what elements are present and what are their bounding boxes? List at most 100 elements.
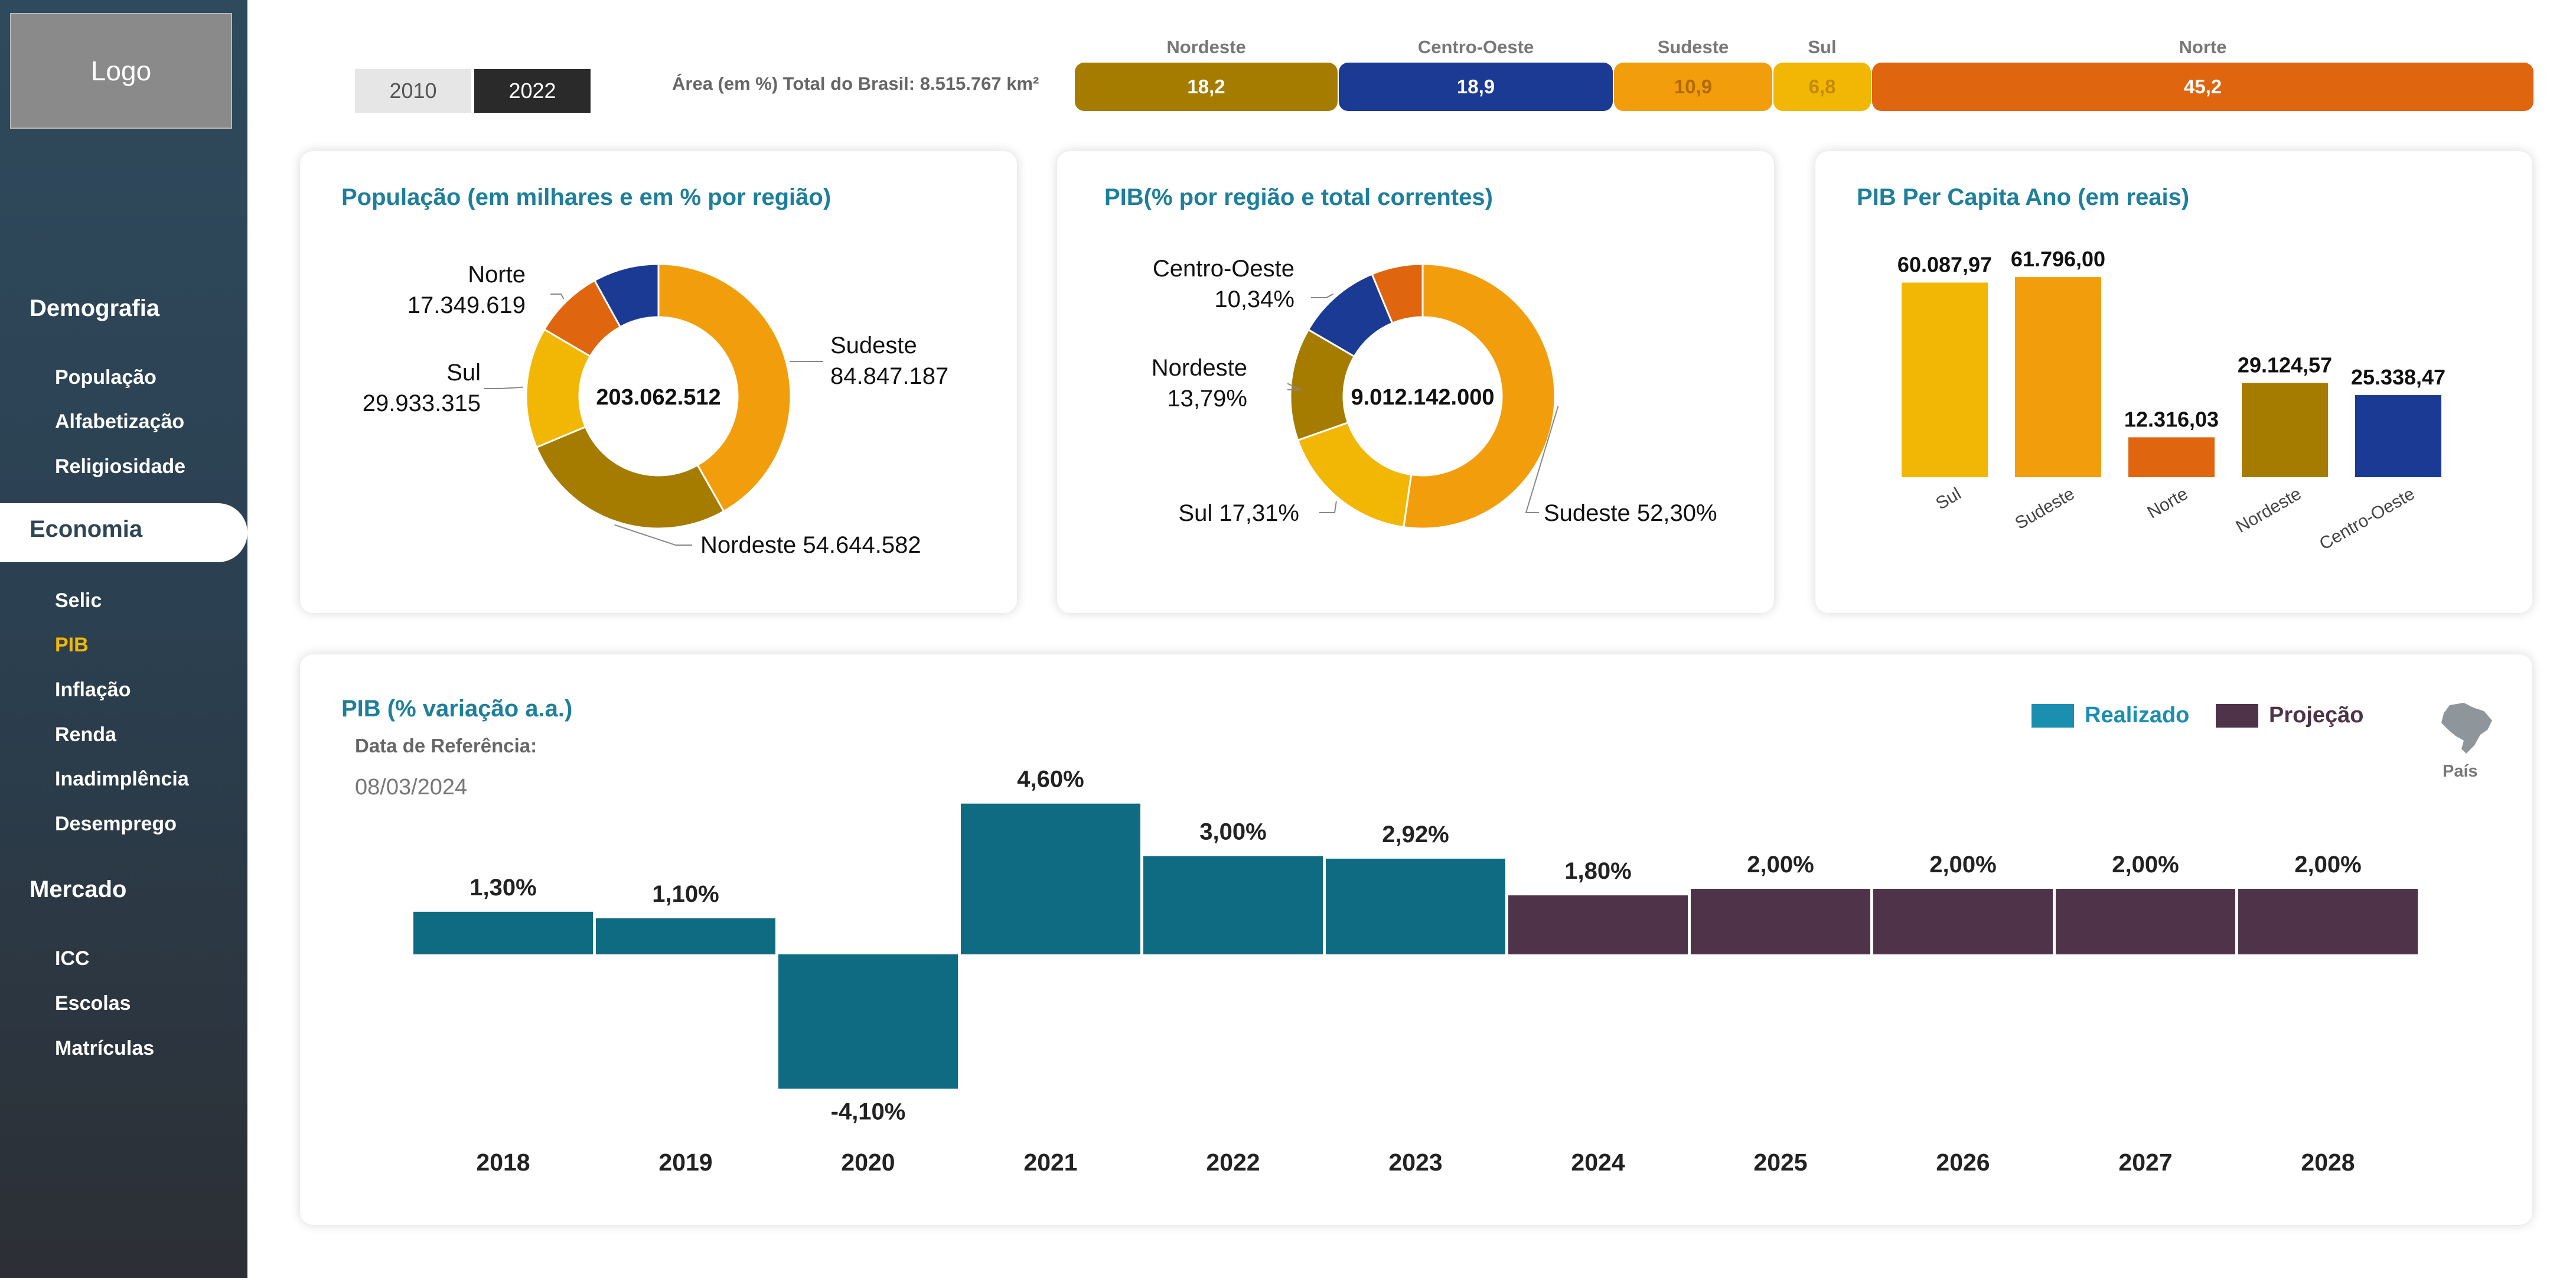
bar-value-label: 2,00% xyxy=(1929,852,1996,878)
bar-2022[interactable] xyxy=(1143,856,1323,955)
bar-2024[interactable] xyxy=(1508,895,1688,954)
bar-value-label: 12.316,03 xyxy=(2124,407,2219,431)
bar-value-label: 2,00% xyxy=(2112,852,2179,878)
donut-slice-sudeste[interactable] xyxy=(657,263,792,513)
sidebar-item-matriculas[interactable]: Matrículas xyxy=(55,1037,155,1059)
bar-2018[interactable] xyxy=(413,911,593,954)
donut-label: Nordeste xyxy=(1152,355,1247,381)
bar-nordeste[interactable] xyxy=(2242,383,2328,477)
donut-center-label: 9.012.142.000 xyxy=(1351,385,1494,410)
donut-slice-nordeste[interactable] xyxy=(535,425,725,530)
donut-slice-sul[interactable] xyxy=(1296,421,1413,529)
bar-value-label: 1,30% xyxy=(469,875,536,901)
donut-center-label: 203.062.512 xyxy=(596,385,720,410)
bar-category-label: Nordeste xyxy=(2233,484,2305,536)
card-title: População (em milhares e em % por região… xyxy=(341,184,832,210)
leader-line xyxy=(1311,293,1334,298)
bar-value-label: 1,80% xyxy=(1564,858,1631,884)
bar-sul[interactable] xyxy=(1902,282,1988,477)
sidebar-item-inflacao[interactable]: Inflação xyxy=(55,679,131,701)
sidebar-item-escolas[interactable]: Escolas xyxy=(55,992,131,1015)
brazil-map-icon[interactable] xyxy=(2438,699,2495,756)
bar-2026[interactable] xyxy=(1873,889,2053,954)
bar-value-label: 2,00% xyxy=(2294,852,2361,878)
x-tick-label: 2026 xyxy=(1936,1149,1990,1176)
area-segment-nordeste: 18,2 xyxy=(1075,63,1338,111)
x-tick-label: 2023 xyxy=(1388,1149,1442,1176)
bar-value-label: 2,92% xyxy=(1382,821,1449,847)
card-title: PIB(% por região e total correntes) xyxy=(1104,184,1493,210)
legend-swatch-realizado xyxy=(2032,704,2074,728)
donut-label: Nordeste 54.644.582 xyxy=(700,532,921,558)
bar-norte[interactable] xyxy=(2128,437,2215,477)
legend-label-realizado[interactable]: Realizado xyxy=(2085,703,2190,728)
bar-2021[interactable] xyxy=(961,803,1140,954)
area-region-name: Centro-Oeste xyxy=(1417,37,1534,57)
sidebar-item-inadimplencia[interactable]: Inadimplência xyxy=(55,768,189,790)
card-populacao: População (em milhares e em % por região… xyxy=(300,151,1017,613)
bar-2025[interactable] xyxy=(1691,889,1870,954)
bar-2020[interactable] xyxy=(778,954,958,1089)
bar-value-label: 61.796,00 xyxy=(2011,247,2105,271)
year-button-2022[interactable]: 2022 xyxy=(474,69,591,113)
x-tick-label: 2024 xyxy=(1571,1149,1625,1176)
pib-regiao-donut-chart: Sudeste 52,30% Sul 17,31% Nordeste 13,79% Ce… xyxy=(1152,256,1717,530)
bar-sudeste[interactable] xyxy=(2015,277,2101,477)
leader-line xyxy=(614,524,692,546)
donut-label: Sul 17,31% xyxy=(1178,500,1299,526)
donut-label: Sudeste 52,30% xyxy=(1544,500,1717,526)
sidebar-item-alfabetizacao[interactable]: Alfabetização xyxy=(55,410,185,433)
card-pib-variacao: PIB (% variação a.a.) Data de Referência… xyxy=(300,654,2532,1225)
area-segment-sul: 6,8 xyxy=(1773,63,1871,111)
x-tick-label: 2019 xyxy=(658,1149,712,1176)
logo: Logo xyxy=(10,13,232,129)
donut-slice-norte[interactable] xyxy=(1371,263,1424,325)
legend-swatch-projecao xyxy=(2216,704,2258,728)
sidebar-item-renda[interactable]: Renda xyxy=(55,723,116,746)
donut-label: Sul xyxy=(446,360,481,386)
populacao-donut-chart: Sudeste 84.847.187 Nordeste 54.644.582 Sul 2… xyxy=(363,262,948,558)
card-pib-per-capita: PIB Per Capita Ano (em reais) 60.087,97 S… xyxy=(1815,151,2532,613)
sidebar-section-demografia[interactable]: Demografia xyxy=(30,295,160,321)
sidebar-item-selic[interactable]: Selic xyxy=(55,589,102,612)
area-region-name: Sul xyxy=(1808,37,1837,57)
sidebar-section-economia[interactable]: Economia xyxy=(30,516,143,542)
legend-label-projecao[interactable]: Projeção xyxy=(2269,703,2364,728)
donut-label: Norte xyxy=(468,262,526,288)
x-tick-label: 2025 xyxy=(1753,1149,1807,1176)
reference-date-label: Data de Referência: xyxy=(355,735,537,757)
bar-2023[interactable] xyxy=(1326,858,1505,954)
donut-slice-centro-oeste[interactable] xyxy=(593,263,660,328)
bar-2027[interactable] xyxy=(2056,889,2235,954)
year-button-2010[interactable]: 2010 xyxy=(355,69,471,113)
bar-category-label: Norte xyxy=(2144,484,2191,522)
card-title: PIB Per Capita Ano (em reais) xyxy=(1857,184,2190,210)
sidebar-section-mercado[interactable]: Mercado xyxy=(30,876,127,902)
leader-line xyxy=(1525,406,1559,513)
area-segment-norte: 45,2 xyxy=(1872,63,2533,111)
map-label: País xyxy=(2443,762,2478,781)
x-tick-label: 2022 xyxy=(1206,1149,1260,1176)
bar-value-label: 25.338,47 xyxy=(2351,365,2445,389)
bar-value-label: 1,10% xyxy=(652,881,719,907)
bar-2028[interactable] xyxy=(2238,889,2418,954)
sidebar-section-economia-highlight xyxy=(0,503,247,562)
sidebar-item-populacao[interactable]: População xyxy=(55,366,156,389)
sidebar-item-desemprego[interactable]: Desemprego xyxy=(55,813,177,835)
sidebar: Logo Demografia População Alfabetização … xyxy=(0,0,247,1278)
area-total-label: Área (em %) Total do Brasil: 8.515.767 k… xyxy=(672,73,1039,94)
donut-label: Sudeste xyxy=(830,332,917,358)
bar-centro-oeste[interactable] xyxy=(2355,395,2441,477)
sidebar-item-religiosidade[interactable]: Religiosidade xyxy=(55,455,186,478)
donut-slice-sudeste[interactable] xyxy=(1403,263,1556,530)
pib-per-capita-bar-chart: 60.087,97 Sul 61.796,00 Sudeste 12.316,03 Nor… xyxy=(1897,247,2445,554)
area-region-name: Sudeste xyxy=(1657,37,1729,57)
sidebar-item-icc[interactable]: ICC xyxy=(55,947,90,970)
sidebar-item-pib[interactable]: PIB xyxy=(55,634,89,656)
bar-2019[interactable] xyxy=(596,918,775,954)
bar-value-label: 2,00% xyxy=(1747,852,1814,878)
x-tick-label: 2018 xyxy=(476,1149,530,1176)
bar-value-label: 29.124,57 xyxy=(2238,353,2332,377)
area-segment-centro-oeste: 18,9 xyxy=(1339,63,1613,111)
leader-line xyxy=(1319,501,1337,513)
